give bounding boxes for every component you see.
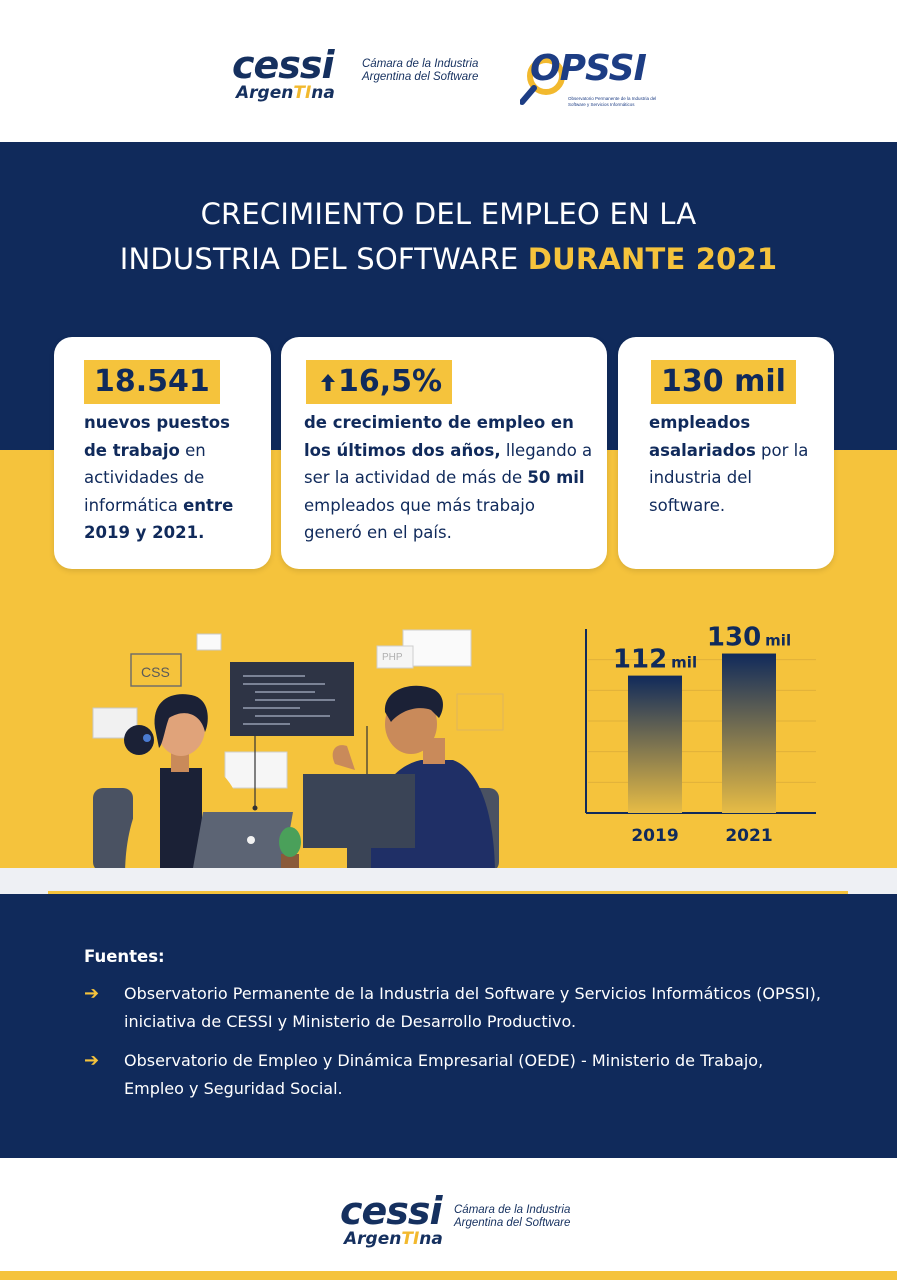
stat-description: de crecimiento de empleo en los últimos … <box>304 409 594 547</box>
floor-strip <box>0 868 897 894</box>
opssi-logo-word: OPSSI <box>530 48 647 89</box>
arrow-right-icon: ➔ <box>84 983 100 1004</box>
stat-text: por la industria del software. <box>649 440 809 515</box>
illustration-developers: CSS PHP <box>85 628 515 876</box>
opssi-logo: OPSSI Observatorio Permanente de la Indu… <box>520 48 660 108</box>
source-item: ➔ Observatorio de Empleo y Dinámica Empr… <box>84 1047 824 1103</box>
bar-2021 <box>722 653 776 813</box>
cessi-tagline: Cámara de la Industria Argentina del Sof… <box>362 58 479 83</box>
employment-bar-chart: 112 mil 2019 130 mil 2021 <box>580 623 820 855</box>
bar-value-label: 112 mil <box>613 645 697 675</box>
cessi-logo: cessi ArgenTIna <box>340 1192 443 1248</box>
page-header: cessi ArgenTIna Cámara de la Industria A… <box>0 0 897 142</box>
stat-value-wrap: 16,5% <box>306 360 453 404</box>
stat-text-bold: de crecimiento de empleo en los últimos … <box>304 413 574 460</box>
cessi-logo: cessi ArgenTIna <box>232 46 335 102</box>
chart-canvas: 112 mil 2019 130 mil 2021 <box>585 623 816 846</box>
arrow-up-icon <box>318 360 338 417</box>
css-tag: CSS <box>141 664 170 680</box>
magnifier-icon <box>520 57 565 105</box>
arrow-right-icon: ➔ <box>84 1050 100 1071</box>
cessi-logo-word: cessi <box>232 43 335 87</box>
bar-value-label: 130 mil <box>707 625 791 653</box>
divider-line <box>48 891 848 894</box>
footer-bar <box>0 1271 897 1280</box>
opssi-logo-subtitle: Observatorio Permanente de la Industria … <box>568 96 657 107</box>
php-tag: PHP <box>382 652 403 663</box>
stat-value: 130 mil <box>651 360 796 404</box>
stat-value: 16,5% <box>338 364 443 399</box>
stat-text: empleados que más trabajo generó en el p… <box>304 495 535 543</box>
cessi-logo-sub: ArgenTIna <box>236 83 335 103</box>
stat-card-employees: 130 mil empleados asalariados por la ind… <box>618 337 834 569</box>
stat-card-new-jobs: 18.541 nuevos puestos de trabajo en acti… <box>54 337 271 569</box>
sources-heading: Fuentes: <box>84 947 165 966</box>
stat-card-growth: 16,5% de crecimiento de empleo en los úl… <box>281 337 607 569</box>
stat-text: llegando a ser la actividad de más de <box>304 440 593 488</box>
stat-text-bold: nuevos puestos de trabajo <box>84 413 230 460</box>
cessi-logo-sub: ArgenTIna <box>344 1229 443 1249</box>
stat-description: empleados asalariados por la industria d… <box>649 409 819 519</box>
x-tick-label: 2019 <box>631 826 678 846</box>
stat-text-bold: 50 mil <box>527 468 585 487</box>
x-tick-label: 2021 <box>725 826 772 846</box>
source-item: ➔ Observatorio Permanente de la Industri… <box>84 980 824 1036</box>
stat-text-bold: empleados asalariados <box>649 413 756 460</box>
page-footer: cessi ArgenTIna Cámara de la Industria A… <box>0 1158 897 1280</box>
stat-description: nuevos puestos de trabajo en actividades… <box>84 409 254 547</box>
bar-2019 <box>628 675 682 813</box>
page-title: CRECIMIENTO DEL EMPLEO EN LA INDUSTRIA D… <box>119 197 778 276</box>
cessi-tagline: Cámara de la Industria Argentina del Sof… <box>454 1204 571 1229</box>
stat-text-bold: entre 2019 y 2021. <box>84 495 234 543</box>
stat-value: 18.541 <box>84 360 220 404</box>
stat-text: en actividades de informática <box>84 440 206 515</box>
source-text: Observatorio de Empleo y Dinámica Empres… <box>124 1051 764 1098</box>
source-text: Observatorio Permanente de la Industria … <box>124 984 821 1031</box>
sources-section: Fuentes: ➔ Observatorio Permanente de la… <box>0 894 897 1158</box>
cessi-logo-word: cessi <box>340 1189 443 1233</box>
